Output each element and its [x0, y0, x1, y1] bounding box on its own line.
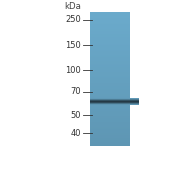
Text: 100: 100: [65, 66, 81, 75]
Text: 40: 40: [71, 129, 81, 138]
Text: 250: 250: [65, 15, 81, 24]
Text: 150: 150: [65, 40, 81, 50]
Text: 50: 50: [71, 111, 81, 120]
Text: kDa: kDa: [64, 2, 81, 11]
Text: 70: 70: [70, 87, 81, 96]
